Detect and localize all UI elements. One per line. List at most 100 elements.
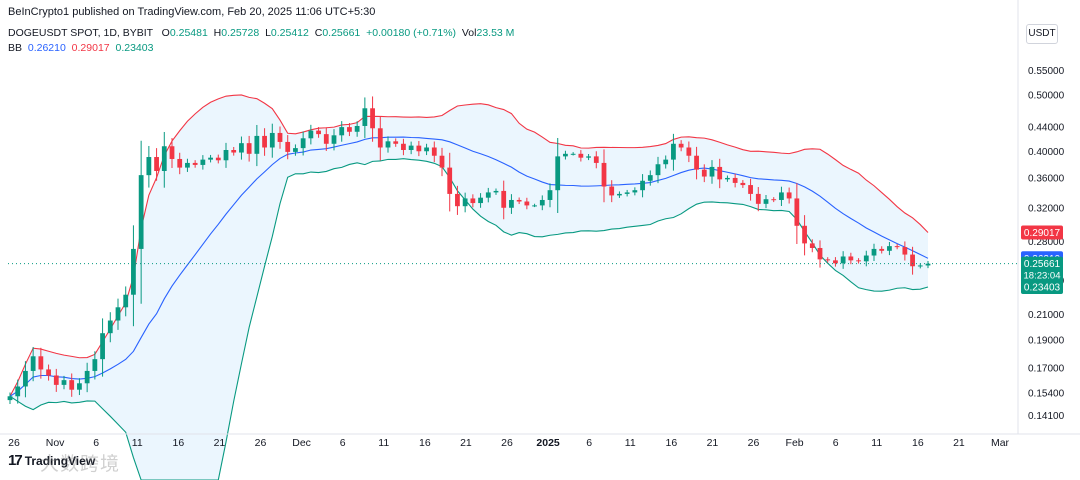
candle xyxy=(254,135,260,154)
candle xyxy=(316,130,321,135)
candle xyxy=(200,159,206,165)
y-tick-label: 0.40000 xyxy=(1028,147,1065,158)
candle xyxy=(300,138,306,149)
candle xyxy=(447,167,453,194)
bb-upper-value: 0.29017 xyxy=(71,42,110,54)
y-tick-label: 0.14100 xyxy=(1028,411,1065,422)
x-tick-label: 26 xyxy=(8,437,20,449)
x-tick-label: 6 xyxy=(93,437,99,449)
candle xyxy=(763,199,769,204)
candle xyxy=(370,108,375,129)
x-tick-label: 16 xyxy=(912,437,924,449)
candle xyxy=(393,141,399,144)
y-tick-label: 0.44000 xyxy=(1028,123,1065,134)
candle xyxy=(161,146,167,172)
open-label: O xyxy=(161,27,170,39)
candle xyxy=(902,247,908,255)
candle xyxy=(100,333,105,360)
x-tick-label: 6 xyxy=(586,437,592,449)
candle xyxy=(169,146,175,159)
candle xyxy=(347,127,352,132)
candle xyxy=(493,190,499,193)
candle xyxy=(154,157,159,172)
candle xyxy=(748,185,753,194)
x-tick-label: 2025 xyxy=(536,437,560,449)
bb-label[interactable]: BB xyxy=(8,42,23,54)
y-tick-label: 0.19000 xyxy=(1028,335,1065,346)
low-label: L xyxy=(265,27,271,39)
bb-basis-value: 0.26210 xyxy=(27,42,66,54)
candle xyxy=(740,182,746,186)
candle xyxy=(30,356,36,371)
published-caption: BeInCrypto1 published on TradingView.com… xyxy=(8,6,376,18)
symbol-name[interactable]: DOGEUSDT SPOT, 1D, BYBIT xyxy=(8,27,153,39)
x-tick-label: 11 xyxy=(625,437,636,449)
x-tick-label: 21 xyxy=(707,437,719,449)
candle xyxy=(7,396,13,401)
candle xyxy=(362,108,368,126)
candle xyxy=(277,132,283,142)
x-tick-label: 16 xyxy=(172,437,184,449)
candle xyxy=(223,149,229,161)
currency-button[interactable]: USDT xyxy=(1026,24,1058,44)
candle xyxy=(894,246,900,248)
x-tick-label: 26 xyxy=(255,437,267,449)
candle xyxy=(431,147,437,156)
candle xyxy=(416,145,422,152)
bb-lower-value: 0.23403 xyxy=(115,42,154,54)
candle xyxy=(686,147,692,156)
candle xyxy=(609,186,615,196)
candle xyxy=(215,157,221,161)
candle xyxy=(910,254,915,267)
candle xyxy=(246,143,252,154)
candle xyxy=(578,153,584,158)
low-value: 0.25412 xyxy=(270,27,309,39)
change-value: +0.00180 (+0.71%) xyxy=(366,27,457,39)
candle xyxy=(524,201,530,206)
candle xyxy=(825,259,831,261)
candle xyxy=(231,149,237,153)
candle xyxy=(61,380,67,385)
candle xyxy=(23,370,28,387)
x-tick-label: 21 xyxy=(953,437,965,449)
candle xyxy=(863,255,869,262)
candle xyxy=(802,225,807,244)
price-label-box xyxy=(1021,256,1063,283)
volume-value: 23.53 M xyxy=(476,27,515,39)
candle xyxy=(478,197,483,204)
candle xyxy=(131,248,136,295)
candle xyxy=(663,159,669,165)
candle xyxy=(617,193,622,196)
candle xyxy=(786,192,792,199)
x-tick-label: Mar xyxy=(991,437,1010,449)
candle xyxy=(771,199,777,201)
candle xyxy=(833,260,838,264)
x-tick-label: 11 xyxy=(871,437,882,449)
candle xyxy=(92,359,98,371)
price-label: 0.25661 xyxy=(1024,259,1061,270)
candle xyxy=(887,246,892,251)
open-value: 0.25481 xyxy=(169,27,208,39)
close-label: C xyxy=(314,27,323,39)
candle xyxy=(709,166,715,177)
candle xyxy=(269,132,275,148)
tradingview-logo-text: TradingView xyxy=(24,453,96,468)
candle xyxy=(563,153,568,157)
candle xyxy=(925,263,931,266)
candle xyxy=(848,256,854,261)
candle xyxy=(138,175,144,249)
candle xyxy=(532,205,537,207)
candle xyxy=(547,190,553,200)
x-tick-label: 16 xyxy=(419,437,431,449)
symbol-legend: DOGEUSDT SPOT, 1D, BYBIT O0.25481 H0.257… xyxy=(8,27,514,39)
watermark: 大数跨境 xyxy=(40,453,121,475)
candle xyxy=(177,158,183,168)
x-tick-label: Dec xyxy=(292,437,311,449)
candle xyxy=(285,141,291,152)
candle xyxy=(871,248,877,256)
candle xyxy=(640,180,645,191)
x-tick-label: 11 xyxy=(132,437,143,449)
candle xyxy=(84,370,90,384)
x-tick-label: 16 xyxy=(665,437,677,449)
